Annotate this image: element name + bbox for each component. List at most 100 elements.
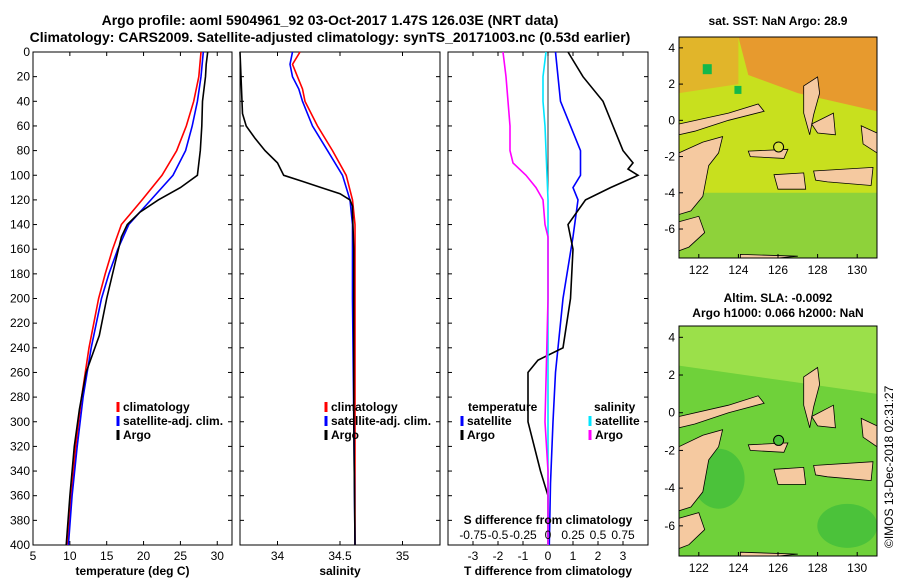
legend-label: Argo: [123, 428, 151, 442]
x-tick-label: 35: [396, 549, 410, 563]
map-lon-label: 126: [768, 263, 788, 277]
legend-label: satellite: [467, 414, 512, 428]
x-tick-label: -3: [468, 549, 479, 563]
map-lat-label: 2: [668, 368, 675, 382]
argo-float-marker: [773, 141, 785, 153]
map-sla: 4 2 0 -2 -4 -6 122 124 126 128 130: [664, 325, 878, 575]
x-axis-label: salinity: [319, 564, 361, 578]
depth-tick-label: 60: [17, 119, 31, 133]
land-mass: [813, 461, 874, 482]
land-mass: [678, 395, 765, 429]
argo-float-marker: [773, 434, 785, 446]
map-lon-label: 126: [768, 561, 788, 575]
depth-tick-label: 280: [10, 390, 30, 404]
legend-title-temperature: temperature: [468, 400, 538, 414]
depth-tick-label: 400: [10, 538, 30, 552]
sla-region: [679, 326, 877, 394]
depth-tick-label: 260: [10, 365, 30, 379]
depth-tick-label: 320: [10, 439, 30, 453]
chart-title-line2: Climatology: CARS2009. Satellite-adjuste…: [29, 29, 631, 45]
sst-warm-region: [738, 37, 877, 112]
legend-label: climatology: [123, 400, 190, 414]
legend-label: satellite-adj. clim.: [331, 414, 431, 428]
depth-tick-label: 240: [10, 341, 30, 355]
depth-tick-label: 380: [10, 513, 30, 527]
map-bottom-title-line1: Altim. SLA: -0.0092: [724, 291, 833, 305]
legend-label: satellite: [595, 414, 640, 428]
land-mass: [678, 429, 724, 512]
series-line-climatology: [291, 51, 356, 545]
depth-tick-label: 100: [10, 168, 30, 182]
depth-tick-label: 180: [10, 267, 30, 281]
x-tick-label: 34.5: [328, 549, 352, 563]
map-bottom-title-line2: Argo h1000: 0.066 h2000: NaN: [692, 306, 863, 320]
depth-tick-label: 120: [10, 193, 30, 207]
series-line-Argo: [239, 51, 356, 546]
x-tick-label: 5: [30, 549, 37, 563]
sla-region: [817, 503, 878, 548]
imos-stamp: ©IMOS 13-Dec-2018 02:31:27: [882, 385, 896, 548]
x-axis-label: T difference from climatology: [464, 564, 632, 578]
map-lat-label: 4: [668, 41, 675, 55]
series-line-temperature-satellite: [548, 51, 582, 546]
map-lat-label: -4: [664, 186, 675, 200]
series-line-satellite-adj-clim: [67, 51, 205, 546]
series-line-climatology: [66, 51, 202, 546]
depth-tick-label: 220: [10, 316, 30, 330]
land-mass: [773, 172, 807, 190]
x-tick-label: -1: [518, 549, 529, 563]
map-lon-label: 122: [689, 561, 709, 575]
map-sst: 4 2 0 -2 -4 -6 122 124 126 128 130: [664, 36, 878, 277]
plot-frame: [239, 51, 441, 546]
land-mass: [803, 76, 821, 135]
x-tick-label: 3: [620, 549, 627, 563]
x-tick-label: 1: [570, 549, 577, 563]
sst-cell: [702, 64, 712, 75]
land-mass: [773, 466, 807, 485]
legend-label: Argo: [331, 428, 359, 442]
map-lat-label: 0: [668, 113, 675, 127]
land-mass: [811, 112, 836, 136]
depth-tick-label: 20: [17, 70, 31, 84]
series-line-satellite-adj-clim: [289, 51, 356, 546]
land-mass: [678, 136, 724, 216]
map-lon-label: 122: [689, 263, 709, 277]
series-line-salinity-satellite: [542, 51, 549, 545]
plot-frame: [32, 51, 233, 546]
map-lat-label: -6: [664, 519, 675, 533]
map-lat-label: -6: [664, 222, 675, 236]
panel-difference-from-climatology: -3 -2 -1 0 1 2 3T difference from climatology t…: [447, 51, 649, 578]
panel-temperature: 0 20 40 60 80 100 120 140 160 180 200 220 240 260 280 3…: [10, 45, 233, 578]
depth-tick-label: 40: [17, 94, 31, 108]
top-tick-label: 0.5: [590, 528, 607, 542]
top-tick-label: 0.75: [611, 528, 635, 542]
legend-label: Argo: [467, 428, 495, 442]
top-tick-label: -0.5: [488, 528, 509, 542]
top-tick-label: -0.75: [459, 528, 487, 542]
land-mass: [803, 366, 821, 428]
depth-tick-label: 360: [10, 489, 30, 503]
legend-title-salinity: salinity: [594, 400, 636, 414]
land-mass: [678, 103, 765, 136]
map-lon-label: 130: [847, 561, 867, 575]
depth-tick-label: 0: [23, 45, 30, 59]
map-lat-label: -4: [664, 481, 675, 495]
x-tick-label: 0: [545, 549, 552, 563]
legend-label: climatology: [331, 400, 398, 414]
legend-label: Argo: [595, 428, 623, 442]
map-lat-label: -2: [664, 150, 675, 164]
map-lat-label: 2: [668, 77, 675, 91]
depth-tick-label: 300: [10, 415, 30, 429]
panel-salinity: 34 34.5 35 salinity climatologysatellite-adj…: [239, 51, 441, 578]
series-line-Argo: [65, 51, 209, 546]
map-lon-label: 128: [808, 263, 828, 277]
x-tick-label: 2: [595, 549, 602, 563]
x-tick-label: 25: [174, 549, 188, 563]
series-line-salinity-Argo: [502, 51, 549, 545]
x-tick-label: -2: [493, 549, 504, 563]
top-tick-label: 0: [545, 528, 552, 542]
map-lat-label: -2: [664, 443, 675, 457]
map-lon-label: 130: [847, 263, 867, 277]
depth-tick-label: 160: [10, 242, 30, 256]
